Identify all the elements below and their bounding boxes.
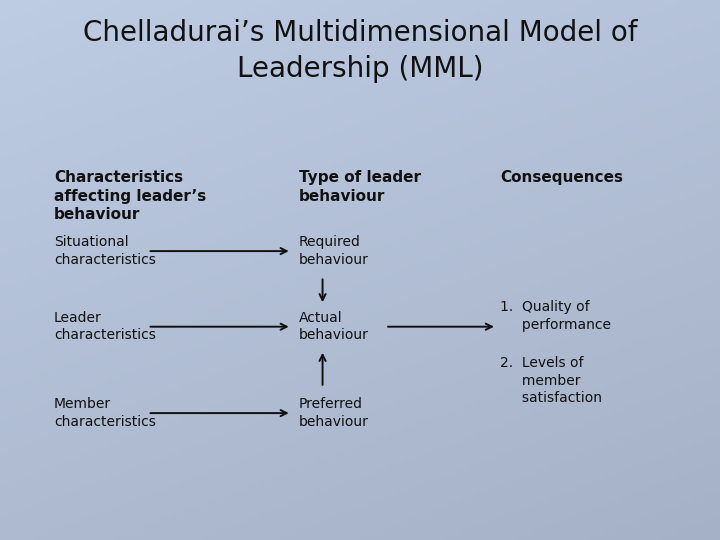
Text: Preferred
behaviour: Preferred behaviour [299, 397, 369, 429]
Text: Chelladurai’s Multidimensional Model of
Leadership (MML): Chelladurai’s Multidimensional Model of … [83, 19, 637, 83]
Text: Member
characteristics: Member characteristics [54, 397, 156, 429]
Text: 1.  Quality of
     performance: 1. Quality of performance [500, 300, 611, 332]
Text: Actual
behaviour: Actual behaviour [299, 311, 369, 342]
Text: Type of leader
behaviour: Type of leader behaviour [299, 170, 420, 204]
Text: Leader
characteristics: Leader characteristics [54, 311, 156, 342]
Text: Situational
characteristics: Situational characteristics [54, 235, 156, 267]
Text: Characteristics
affecting leader’s
behaviour: Characteristics affecting leader’s behav… [54, 170, 206, 222]
Text: Consequences: Consequences [500, 170, 624, 185]
Text: 2.  Levels of
     member
     satisfaction: 2. Levels of member satisfaction [500, 356, 603, 405]
Text: Required
behaviour: Required behaviour [299, 235, 369, 267]
